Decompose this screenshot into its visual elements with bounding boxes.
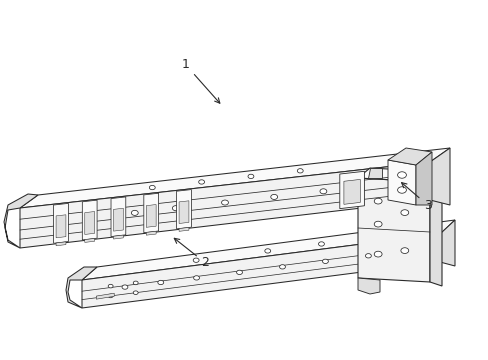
Polygon shape bbox=[111, 197, 125, 237]
Polygon shape bbox=[339, 171, 364, 209]
Polygon shape bbox=[357, 178, 429, 282]
Circle shape bbox=[397, 172, 406, 178]
Circle shape bbox=[373, 221, 381, 227]
Polygon shape bbox=[82, 234, 439, 308]
Circle shape bbox=[149, 185, 155, 190]
Polygon shape bbox=[429, 148, 449, 205]
Polygon shape bbox=[179, 228, 188, 231]
Text: 3: 3 bbox=[401, 183, 431, 212]
Circle shape bbox=[172, 206, 179, 211]
Polygon shape bbox=[387, 148, 431, 165]
Polygon shape bbox=[96, 293, 114, 299]
Polygon shape bbox=[56, 215, 66, 238]
Circle shape bbox=[236, 270, 242, 275]
Circle shape bbox=[193, 258, 199, 262]
Circle shape bbox=[193, 276, 199, 280]
Polygon shape bbox=[146, 204, 156, 227]
Polygon shape bbox=[357, 278, 379, 294]
Circle shape bbox=[297, 168, 303, 173]
Polygon shape bbox=[113, 235, 123, 239]
Polygon shape bbox=[387, 160, 415, 205]
Circle shape bbox=[198, 180, 204, 184]
Polygon shape bbox=[56, 242, 66, 246]
Polygon shape bbox=[82, 200, 97, 240]
Polygon shape bbox=[82, 220, 454, 280]
Circle shape bbox=[397, 187, 406, 193]
Circle shape bbox=[131, 210, 138, 215]
Polygon shape bbox=[176, 190, 191, 229]
Polygon shape bbox=[84, 238, 94, 242]
Text: 1: 1 bbox=[182, 58, 220, 103]
Circle shape bbox=[108, 284, 113, 288]
Polygon shape bbox=[357, 168, 441, 182]
Circle shape bbox=[318, 242, 324, 246]
Polygon shape bbox=[367, 168, 381, 178]
Circle shape bbox=[108, 294, 113, 298]
Polygon shape bbox=[343, 179, 360, 204]
Polygon shape bbox=[20, 162, 429, 248]
Circle shape bbox=[365, 254, 370, 258]
Circle shape bbox=[247, 174, 253, 179]
Circle shape bbox=[270, 194, 277, 199]
Circle shape bbox=[373, 251, 381, 257]
Polygon shape bbox=[84, 212, 94, 234]
Circle shape bbox=[400, 210, 408, 216]
Circle shape bbox=[319, 189, 326, 194]
Text: 2: 2 bbox=[174, 238, 209, 269]
Polygon shape bbox=[429, 172, 441, 286]
Circle shape bbox=[279, 265, 285, 269]
Polygon shape bbox=[439, 220, 454, 266]
Circle shape bbox=[400, 248, 408, 253]
Circle shape bbox=[322, 259, 328, 264]
Polygon shape bbox=[143, 193, 158, 233]
Polygon shape bbox=[4, 194, 38, 248]
Circle shape bbox=[158, 280, 163, 285]
Circle shape bbox=[264, 249, 270, 253]
Circle shape bbox=[221, 200, 228, 205]
Polygon shape bbox=[113, 208, 123, 231]
Polygon shape bbox=[179, 201, 188, 224]
Polygon shape bbox=[415, 152, 431, 205]
Circle shape bbox=[133, 291, 138, 294]
Circle shape bbox=[373, 198, 381, 204]
Polygon shape bbox=[54, 203, 68, 243]
Polygon shape bbox=[146, 231, 156, 235]
Circle shape bbox=[122, 285, 128, 289]
Circle shape bbox=[133, 281, 138, 285]
Polygon shape bbox=[66, 267, 97, 308]
Polygon shape bbox=[20, 148, 449, 208]
